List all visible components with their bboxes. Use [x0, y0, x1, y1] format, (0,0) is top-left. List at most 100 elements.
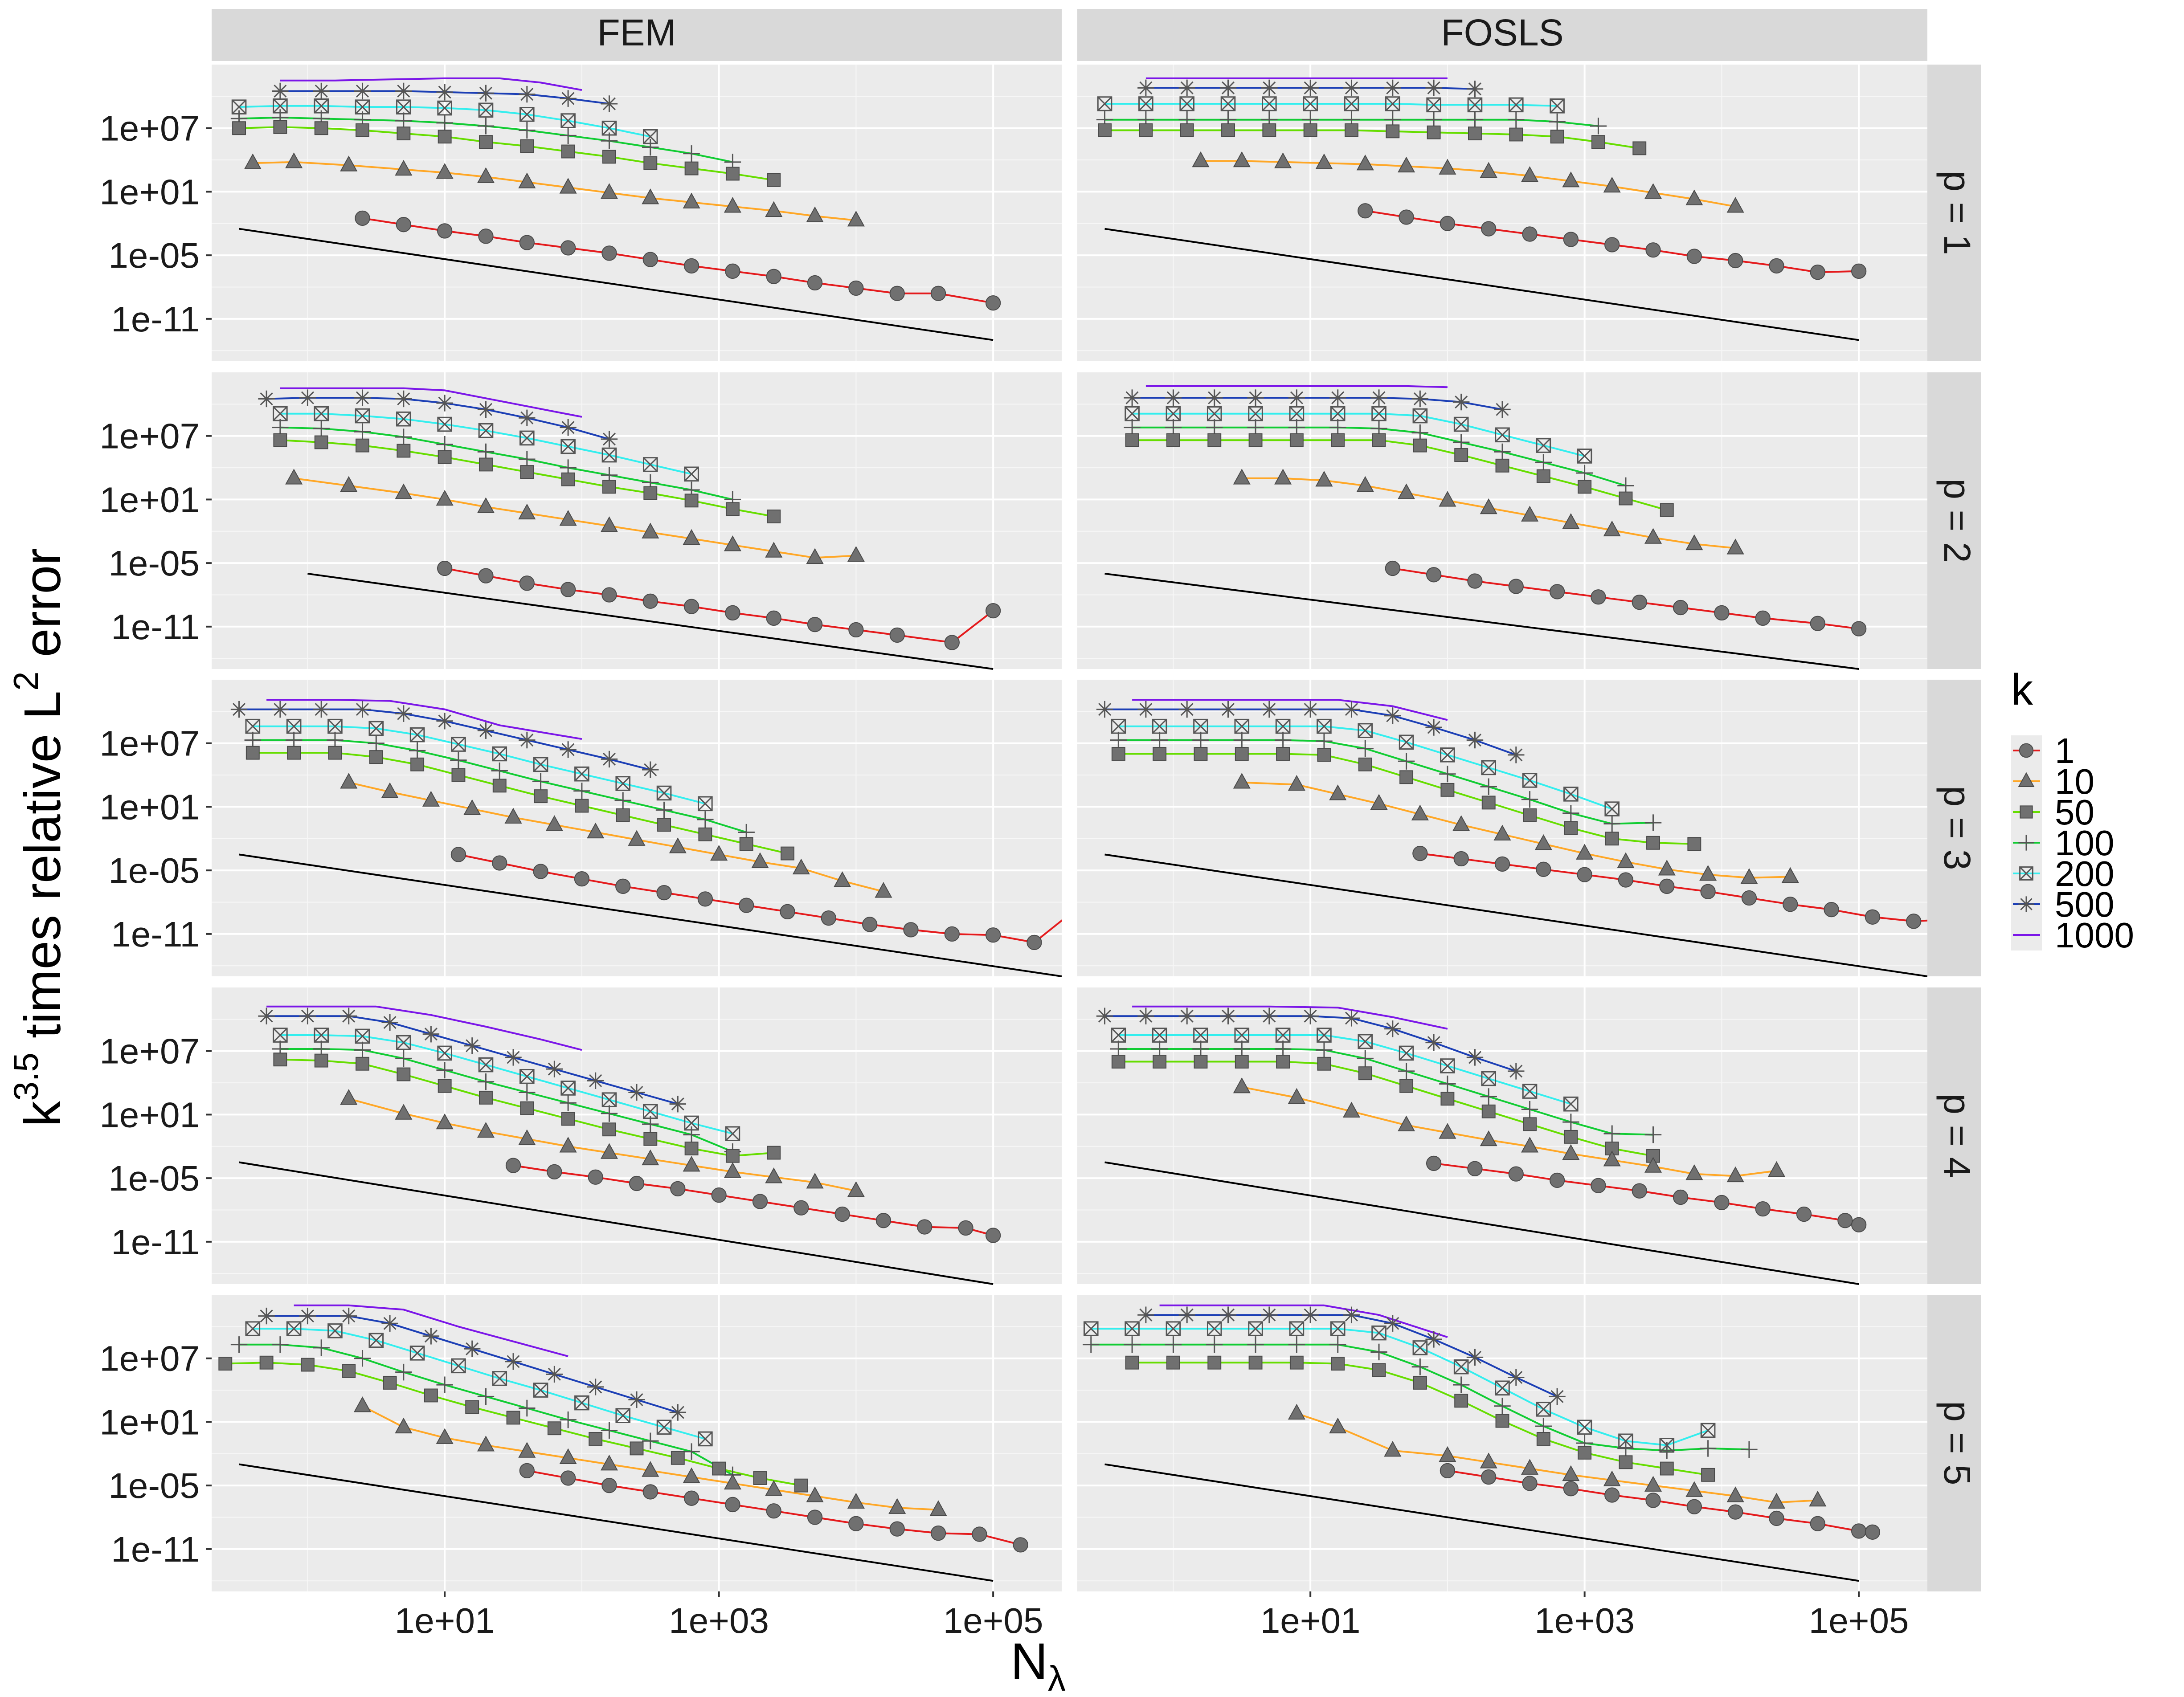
data-point-k100 [1206, 1336, 1223, 1353]
data-point-k1 [601, 1477, 617, 1493]
data-point-k200 [478, 1057, 494, 1073]
data-point-k1 [930, 1526, 946, 1541]
data-point-k50 [1331, 433, 1345, 447]
data-point-k200 [574, 1395, 589, 1411]
data-point-k100 [1247, 1336, 1264, 1353]
data-point-k100 [1151, 1040, 1168, 1057]
data-point-k100 [477, 1388, 495, 1405]
data-point-k50 [1427, 125, 1441, 139]
data-point-k10 [244, 153, 262, 169]
data-point-k10 [600, 516, 618, 532]
data-point-k1 [725, 263, 740, 279]
data-point-k100 [532, 773, 549, 790]
data-point-k10 [1740, 868, 1758, 884]
y-axis-title-prefix: k [13, 1101, 71, 1127]
data-point-k100 [395, 1050, 412, 1067]
y-tick-label: 1e+01 [99, 1095, 200, 1134]
data-point-k100 [1452, 1376, 1470, 1393]
data-point-k500 [1261, 1008, 1278, 1024]
data-point-k500 [1425, 719, 1442, 736]
data-point-k200 [478, 102, 494, 118]
data-point-k200 [396, 99, 411, 114]
x-tick-label: 1e+03 [669, 1601, 769, 1640]
data-point-k50 [684, 161, 699, 175]
legend-title: k [2011, 665, 2033, 714]
legend-item-label: 10 [2055, 762, 2094, 801]
data-point-k100 [1151, 731, 1168, 749]
y-tick-label: 1e+07 [99, 416, 200, 456]
data-point-k200 [684, 466, 699, 482]
data-point-k1 [560, 240, 576, 256]
data-point-k200 [533, 1383, 548, 1398]
data-point-k50 [492, 779, 507, 793]
data-point-k100 [395, 1363, 412, 1381]
data-point-k500 [628, 1391, 645, 1408]
data-point-k200 [1426, 97, 1441, 113]
data-point-k50 [218, 1357, 233, 1371]
data-point-k500 [1411, 390, 1429, 408]
data-point-k100 [1439, 765, 1456, 783]
data-point-k10 [559, 1137, 577, 1153]
data-point-k500 [1384, 79, 1401, 97]
data-point-k1 [1508, 1166, 1524, 1182]
data-point-k200 [1111, 718, 1126, 734]
data-point-k1 [478, 568, 494, 583]
y-tick-labels: 1e+07 1e+01 1e-05 1e-11 1e+07 1e+01 1e-05 1e-11… [99, 109, 212, 1569]
data-point-k500 [477, 722, 495, 739]
legend-item-k1000: 1000 [2011, 915, 2134, 955]
data-point-k50 [589, 1432, 603, 1446]
data-point-k10 [1685, 534, 1703, 551]
data-point-k200 [314, 406, 329, 421]
data-point-k100 [395, 112, 412, 129]
data-point-k100 [1357, 1050, 1374, 1067]
data-point-k50 [1166, 1355, 1180, 1370]
data-point-k50 [1509, 127, 1523, 142]
x-tick-label: 1e+05 [943, 1601, 1043, 1640]
data-point-k50 [245, 746, 260, 760]
data-point-k200 [451, 737, 466, 752]
data-point-k50 [314, 121, 328, 135]
data-point-k200 [1083, 1321, 1099, 1336]
data-point-k10 [765, 1167, 783, 1183]
data-point-k50 [1495, 1414, 1509, 1428]
data-point-k50 [232, 121, 246, 135]
data-point-k100 [354, 1041, 371, 1059]
data-point-k1 [807, 275, 823, 291]
data-point-k500 [1206, 389, 1223, 406]
data-point-k200 [1467, 97, 1483, 113]
data-point-k200 [1536, 438, 1551, 453]
data-point-k100 [1411, 424, 1429, 441]
data-point-k1 [1013, 1537, 1028, 1553]
data-point-k1 [642, 252, 658, 267]
data-point-k10 [1521, 1459, 1539, 1475]
strip-row-p5-label: p = 5 [1936, 1401, 1978, 1485]
data-point-k500 [340, 1008, 357, 1024]
series-line-k10 [1242, 781, 1791, 879]
data-point-k500 [560, 90, 577, 107]
data-point-k200 [1440, 747, 1455, 763]
data-point-k100 [1110, 731, 1127, 749]
data-point-k10 [504, 808, 522, 824]
data-point-k500 [601, 431, 618, 448]
data-point-k200 [1412, 408, 1428, 424]
data-point-k50 [1372, 433, 1386, 447]
data-point-k200 [519, 106, 535, 122]
data-point-k1 [1591, 1178, 1606, 1193]
data-point-k1 [1426, 567, 1442, 583]
legend-item-label: 1000 [2055, 915, 2134, 955]
data-point-k500 [354, 389, 371, 406]
data-point-k500 [272, 701, 289, 718]
data-point-k200 [451, 1358, 466, 1374]
series-line-k10 [1201, 160, 1736, 208]
strip-col-fosls [1077, 9, 1927, 61]
strip-row-p2: p = 2 [1927, 372, 1981, 669]
panel-background [212, 65, 1062, 361]
data-point-k50 [1578, 480, 1592, 494]
data-point-k50 [1276, 1055, 1290, 1069]
data-point-k1 [547, 1164, 562, 1180]
data-point-k50 [520, 139, 534, 153]
data-point-k100 [244, 731, 262, 749]
data-point-k10 [1603, 1150, 1621, 1167]
data-point-k200 [560, 439, 576, 454]
